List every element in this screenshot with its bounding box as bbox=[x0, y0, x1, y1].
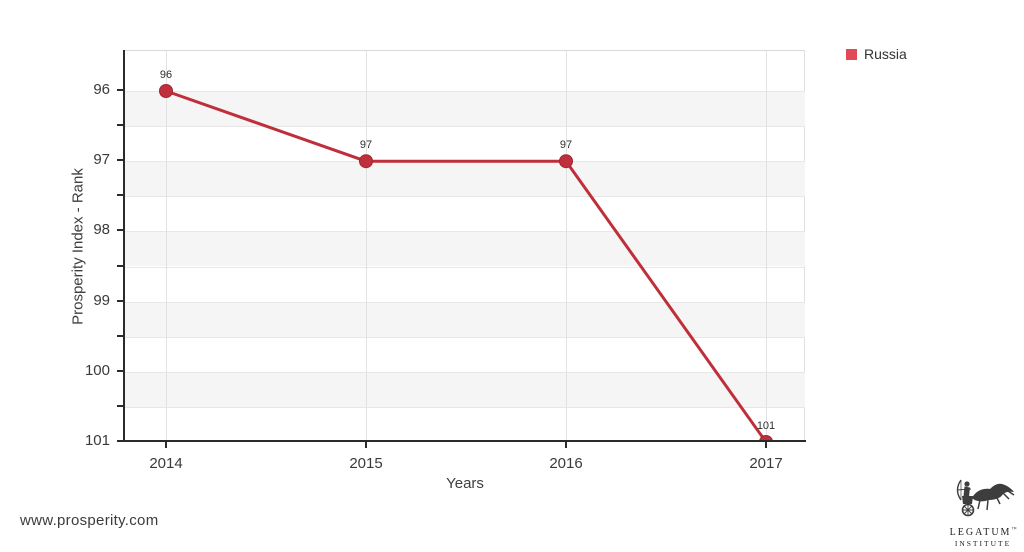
line-series-russia bbox=[159, 84, 773, 442]
x-tick-label: 2014 bbox=[149, 455, 183, 472]
legend-item-russia[interactable]: Russia bbox=[846, 46, 907, 62]
x-tick bbox=[765, 442, 767, 448]
plot-band bbox=[125, 301, 805, 337]
h-gridline bbox=[125, 266, 805, 268]
data-label: 101 bbox=[756, 420, 776, 432]
plot-area: 96 97 97 101 bbox=[125, 50, 805, 442]
chariot-archer-icon bbox=[956, 479, 1015, 517]
data-point-2015[interactable] bbox=[359, 154, 373, 169]
y-tick bbox=[117, 124, 124, 127]
v-gridline bbox=[766, 51, 767, 442]
legend-swatch-icon bbox=[846, 48, 857, 60]
plot-band bbox=[125, 231, 805, 267]
v-gridline bbox=[366, 51, 367, 442]
y-axis-line bbox=[123, 50, 125, 442]
website-url: www.prosperity.com bbox=[20, 512, 159, 529]
y-tick bbox=[117, 194, 124, 197]
h-gridline bbox=[125, 336, 805, 338]
y-tick bbox=[117, 159, 124, 162]
data-label: 96 bbox=[159, 69, 173, 81]
x-tick-label: 2016 bbox=[549, 455, 583, 472]
legatum-institute-logo: LEGATUM™ INSTITUTE bbox=[948, 477, 1018, 548]
y-tick-label: 101 bbox=[84, 432, 110, 449]
x-axis-line bbox=[123, 440, 806, 442]
x-tick bbox=[565, 442, 567, 448]
data-point-2016[interactable] bbox=[559, 154, 573, 169]
trademark-symbol: ™ bbox=[1011, 527, 1017, 533]
plot-band bbox=[125, 161, 805, 197]
y-tick bbox=[117, 264, 124, 267]
h-gridline bbox=[125, 91, 805, 92]
legend-label: Russia bbox=[864, 46, 907, 62]
h-gridline bbox=[125, 371, 805, 373]
series-line bbox=[165, 89, 768, 442]
y-tick-label: 96 bbox=[93, 81, 110, 98]
h-gridline bbox=[125, 406, 805, 408]
x-axis-title: Years bbox=[446, 475, 484, 492]
plot-band bbox=[125, 371, 805, 407]
y-tick-label: 98 bbox=[93, 221, 110, 239]
y-tick bbox=[117, 369, 124, 372]
logo-name-text: LEGATUM™ bbox=[949, 527, 1017, 538]
h-gridline bbox=[125, 301, 805, 303]
y-tick bbox=[117, 334, 124, 337]
y-tick bbox=[117, 440, 124, 442]
y-tick bbox=[117, 229, 124, 232]
v-gridline bbox=[166, 51, 167, 442]
y-tick bbox=[117, 404, 124, 407]
y-tick-label: 100 bbox=[84, 361, 110, 379]
x-tick bbox=[165, 442, 167, 448]
x-tick-label: 2015 bbox=[349, 455, 383, 472]
h-gridline bbox=[125, 196, 805, 198]
h-gridline bbox=[125, 231, 805, 233]
y-tick-label: 99 bbox=[93, 291, 110, 309]
y-tick bbox=[117, 89, 124, 91]
logo-institute-text: INSTITUTE bbox=[954, 539, 1012, 548]
y-tick-label: 97 bbox=[93, 151, 110, 169]
plot-band bbox=[125, 91, 805, 127]
y-tick bbox=[117, 299, 124, 302]
v-gridline bbox=[566, 51, 567, 442]
x-tick-label: 2017 bbox=[749, 455, 783, 472]
data-label: 97 bbox=[559, 139, 573, 152]
data-point-2014[interactable] bbox=[159, 84, 173, 98]
h-gridline bbox=[125, 126, 805, 128]
x-tick bbox=[365, 442, 367, 448]
data-label: 97 bbox=[359, 139, 373, 152]
